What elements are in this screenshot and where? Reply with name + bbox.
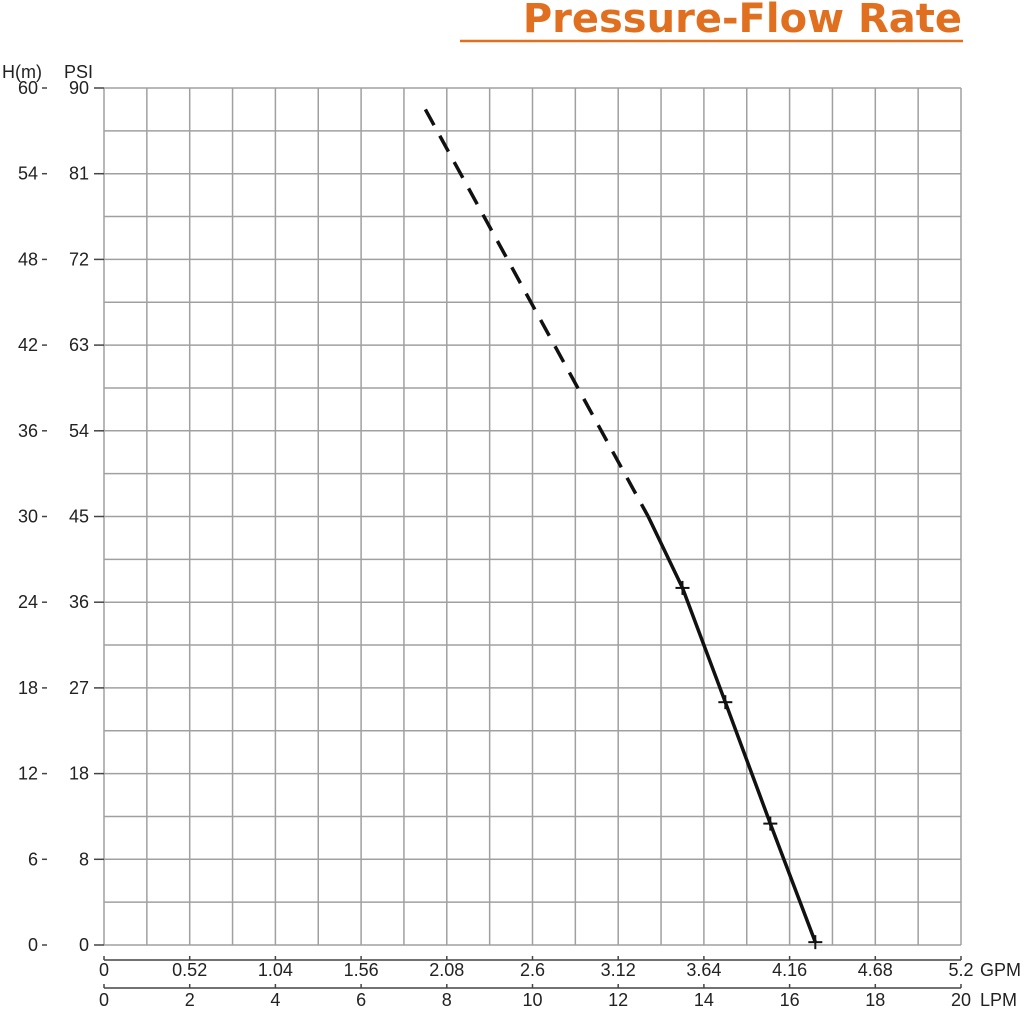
y-right-tick-label: 72 — [69, 249, 89, 269]
y-left-tick-label: 48 — [18, 249, 38, 269]
y-left-tick-label: 18 — [18, 678, 38, 698]
curve-dashed-extrapolated — [423, 108, 650, 518]
grid — [103, 87, 962, 946]
x-bottom-tick-label: 14 — [694, 990, 714, 1010]
x-top-tick-label: 0.52 — [172, 960, 207, 980]
x-bottom-tick-label: 8 — [442, 990, 452, 1010]
x-top-tick-label: 2.6 — [520, 960, 545, 980]
y-right-tick-label: 0 — [79, 935, 89, 955]
y-left-tick-label: 60 — [18, 78, 38, 98]
x-bottom-tick-label: 10 — [522, 990, 542, 1010]
y-right-tick-label: 54 — [69, 421, 89, 441]
data-point-marker — [718, 695, 733, 710]
x-bottom-axis-label: LPM — [980, 990, 1017, 1010]
y-left-tick-label: 42 — [18, 335, 38, 355]
x-top-tick-label: 4.68 — [858, 960, 893, 980]
series-group — [423, 108, 823, 950]
data-point-marker — [808, 935, 823, 950]
x-top-tick-label: 1.56 — [344, 960, 379, 980]
y-right-tick-label: 27 — [69, 678, 89, 698]
x-top-tick-label: 3.64 — [686, 960, 721, 980]
x-top-tick-label: 1.04 — [258, 960, 293, 980]
x-bottom-tick-label: 18 — [865, 990, 885, 1010]
x-top-axis-label: GPM — [980, 960, 1021, 980]
x-bottom-tick-label: 20 — [951, 990, 971, 1010]
x-bottom-tick-label: 12 — [608, 990, 628, 1010]
tick-labels: 000.5221.0441.5662.0882.6103.12123.64144… — [18, 78, 974, 1010]
x-top-tick-label: 4.16 — [772, 960, 807, 980]
x-top-tick-label: 0 — [99, 960, 109, 980]
x-top-tick-label: 2.08 — [429, 960, 464, 980]
y-right-tick-label: 81 — [69, 164, 89, 184]
x-bottom-tick-label: 0 — [99, 990, 109, 1010]
x-bottom-tick-label: 2 — [185, 990, 195, 1010]
y-left-tick-label: 12 — [18, 764, 38, 784]
x-bottom-tick-label: 4 — [270, 990, 280, 1010]
y-left-axis-label: H(m) — [2, 62, 42, 82]
y-left-tick-label: 6 — [28, 849, 38, 869]
y-right-tick-label: 63 — [69, 335, 89, 355]
y-left-tick-label: 54 — [18, 164, 38, 184]
data-point-marker — [763, 816, 778, 831]
y-right-tick-label: 8 — [79, 849, 89, 869]
y-right-tick-label: 18 — [69, 764, 89, 784]
y-right-tick-label: 36 — [69, 592, 89, 612]
x-bottom-tick-label: 16 — [780, 990, 800, 1010]
y-left-tick-label: 0 — [28, 935, 38, 955]
chart-title: Pressure-Flow Rate — [523, 0, 962, 42]
x-bottom-tick-label: 6 — [356, 990, 366, 1010]
y-left-tick-label: 30 — [18, 507, 38, 527]
axes — [42, 87, 962, 989]
x-top-tick-label: 5.2 — [948, 960, 973, 980]
y-right-tick-label: 90 — [69, 78, 89, 98]
y-right-tick-label: 45 — [69, 507, 89, 527]
y-left-tick-label: 36 — [18, 421, 38, 441]
x-top-tick-label: 3.12 — [601, 960, 636, 980]
y-left-tick-label: 24 — [18, 592, 38, 612]
data-point-marker — [675, 580, 690, 595]
y-right-axis-label: PSI — [64, 62, 93, 82]
